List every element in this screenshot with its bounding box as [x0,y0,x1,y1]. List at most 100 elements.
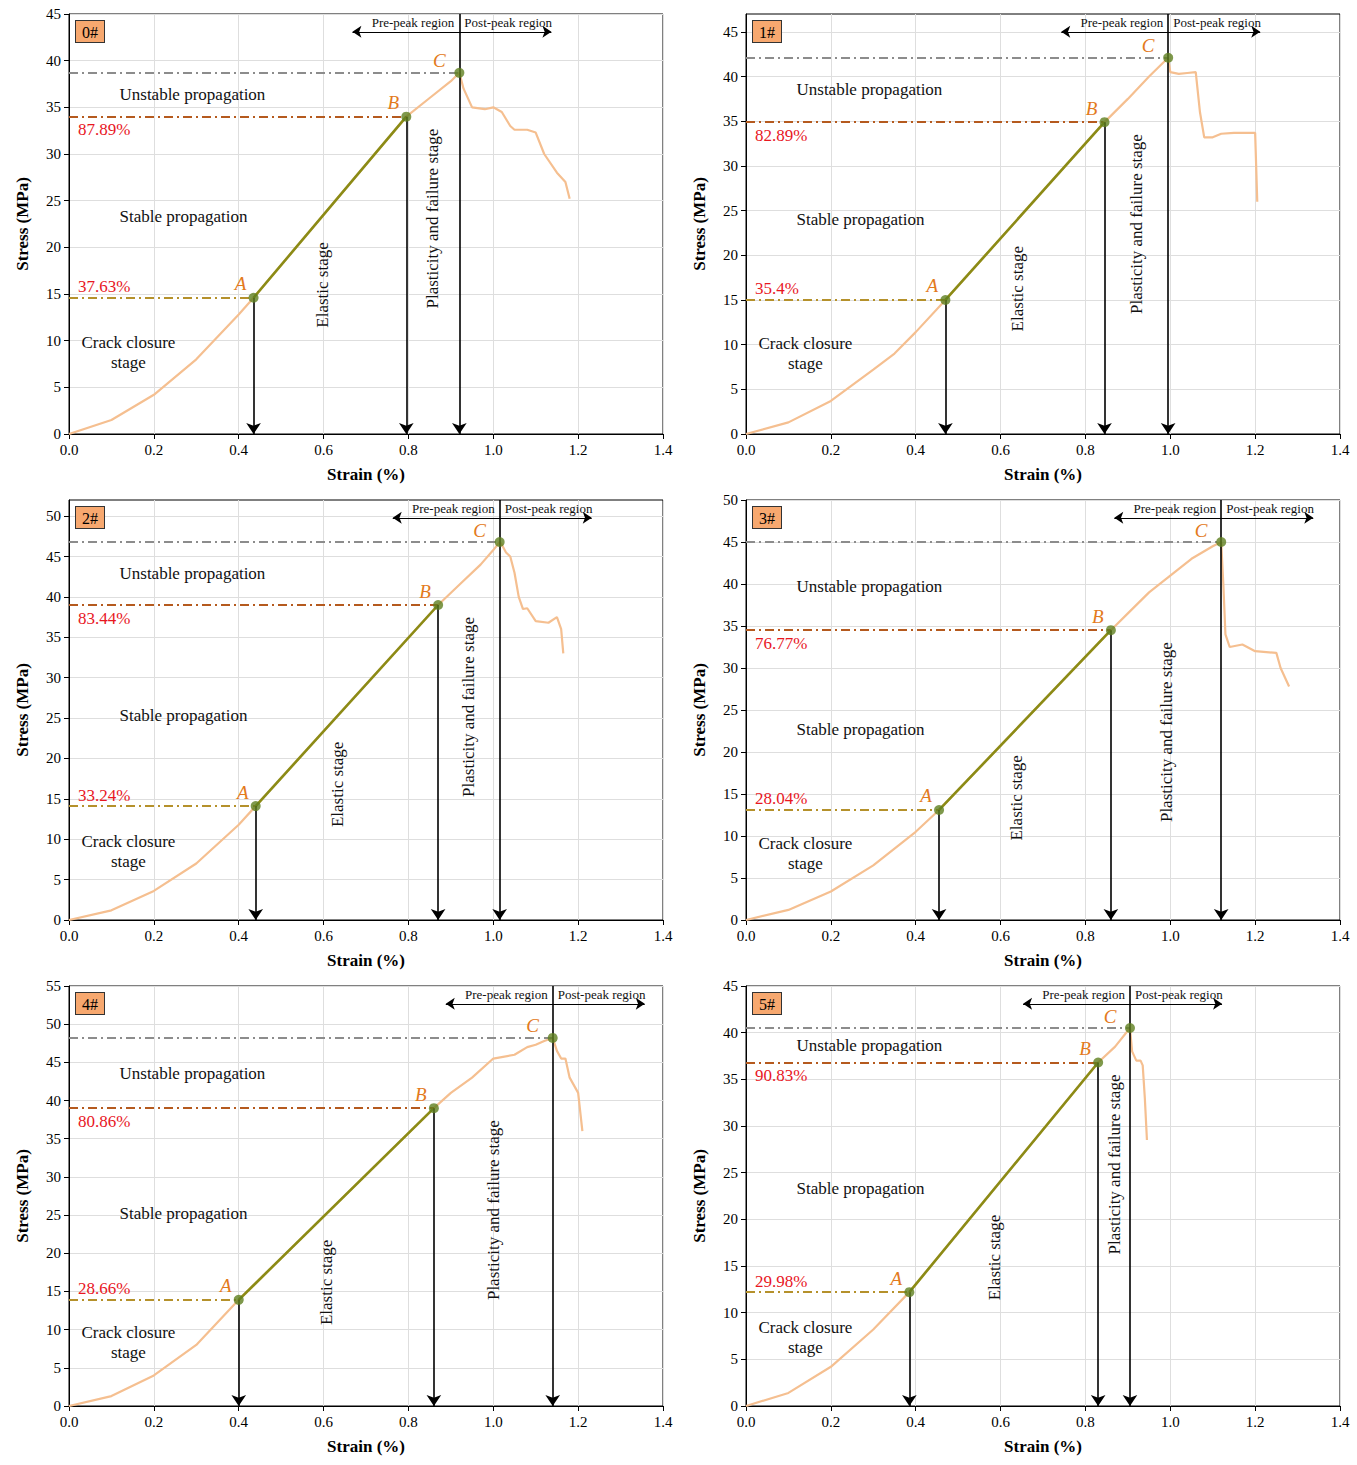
svg-text:Crack closure: Crack closure [758,834,852,853]
svg-text:0.8: 0.8 [399,442,418,458]
svg-text:Elastic stage: Elastic stage [328,742,347,827]
svg-text:1#: 1# [759,24,775,41]
svg-text:1.4: 1.4 [1331,928,1350,944]
svg-text:Crack closure: Crack closure [81,333,175,352]
svg-text:Elastic stage: Elastic stage [313,242,332,327]
svg-text:0.4: 0.4 [229,1414,248,1430]
svg-text:1.4: 1.4 [654,442,673,458]
svg-text:40: 40 [723,576,738,592]
svg-text:Unstable propagation: Unstable propagation [796,80,942,99]
svg-text:5: 5 [731,381,739,397]
svg-text:0.6: 0.6 [314,928,333,944]
svg-text:15: 15 [723,292,738,308]
svg-text:C: C [433,50,446,71]
svg-text:Plasticity and failure stage: Plasticity and failure stage [484,1120,503,1300]
svg-text:Plasticity and failure stage: Plasticity and failure stage [1105,1075,1124,1255]
svg-text:28.04%: 28.04% [755,789,807,808]
svg-text:B: B [415,1084,427,1105]
svg-text:stage: stage [788,1338,823,1357]
svg-text:Elastic stage: Elastic stage [985,1215,1004,1300]
svg-text:Pre-peak region: Pre-peak region [1134,501,1217,516]
svg-text:B: B [1092,606,1104,627]
svg-text:0.4: 0.4 [906,442,925,458]
svg-text:Unstable propagation: Unstable propagation [796,577,942,596]
svg-text:1.0: 1.0 [484,928,503,944]
svg-text:35: 35 [723,113,738,129]
svg-text:20: 20 [46,750,61,766]
svg-text:Stable propagation: Stable propagation [119,706,247,725]
svg-text:25: 25 [46,1207,61,1223]
svg-text:C: C [1142,35,1155,56]
svg-text:0.2: 0.2 [821,928,840,944]
svg-text:Pre-peak region: Pre-peak region [372,15,455,30]
svg-text:Post-peak region: Post-peak region [558,987,646,1002]
svg-text:Strain (%): Strain (%) [327,951,405,970]
svg-text:10: 10 [46,1322,61,1338]
svg-text:29.98%: 29.98% [755,1272,807,1291]
svg-text:Stable propagation: Stable propagation [119,1204,247,1223]
svg-text:Elastic stage: Elastic stage [1008,246,1027,331]
svg-text:35: 35 [46,629,61,645]
svg-text:A: A [233,273,247,294]
svg-text:A: A [925,275,939,296]
svg-text:Elastic stage: Elastic stage [1007,755,1026,840]
svg-text:20: 20 [46,239,61,255]
svg-text:Post-peak region: Post-peak region [1226,501,1314,516]
svg-text:25: 25 [723,702,738,718]
svg-text:Unstable propagation: Unstable propagation [119,1064,265,1083]
svg-text:0.2: 0.2 [821,1414,840,1430]
svg-text:1.2: 1.2 [1246,1414,1265,1430]
svg-text:30: 30 [723,158,738,174]
svg-text:0: 0 [54,912,62,928]
svg-text:Post-peak region: Post-peak region [464,15,552,30]
svg-text:30: 30 [46,670,61,686]
svg-text:28.66%: 28.66% [78,1279,130,1298]
svg-text:3#: 3# [759,510,775,527]
svg-text:1.4: 1.4 [1331,442,1350,458]
svg-text:Stress (MPa): Stress (MPa) [690,1149,709,1243]
svg-text:25: 25 [723,203,738,219]
svg-text:A: A [889,1268,903,1289]
svg-text:0.2: 0.2 [144,442,163,458]
svg-text:0: 0 [54,1398,62,1414]
svg-text:10: 10 [723,1305,738,1321]
svg-text:Pre-peak region: Pre-peak region [1042,987,1125,1002]
svg-text:0.8: 0.8 [1076,442,1095,458]
svg-text:B: B [419,581,431,602]
svg-text:10: 10 [723,828,738,844]
svg-text:0.2: 0.2 [144,1414,163,1430]
svg-text:1.4: 1.4 [654,928,673,944]
svg-text:90.83%: 90.83% [755,1066,807,1085]
svg-text:40: 40 [46,53,61,69]
svg-text:stage: stage [111,353,146,372]
svg-text:Stable propagation: Stable propagation [119,207,247,226]
svg-text:45: 45 [46,1054,61,1070]
svg-text:0: 0 [731,912,739,928]
svg-text:Stable propagation: Stable propagation [796,720,924,739]
svg-text:Strain (%): Strain (%) [1004,951,1082,970]
svg-text:B: B [388,92,400,113]
svg-text:Crack closure: Crack closure [758,334,852,353]
svg-text:45: 45 [46,549,61,565]
svg-text:0.0: 0.0 [60,442,79,458]
svg-text:A: A [218,1275,232,1296]
svg-text:Stress (MPa): Stress (MPa) [13,177,32,271]
svg-text:35: 35 [723,1071,738,1087]
svg-text:0.8: 0.8 [399,1414,418,1430]
svg-text:0.8: 0.8 [1076,1414,1095,1430]
svg-text:0.6: 0.6 [991,928,1010,944]
svg-text:Strain (%): Strain (%) [327,465,405,484]
svg-text:0.6: 0.6 [991,1414,1010,1430]
svg-text:Stress (MPa): Stress (MPa) [690,663,709,757]
svg-text:1.2: 1.2 [569,928,588,944]
svg-text:Plasticity and failure stage: Plasticity and failure stage [1127,134,1146,314]
svg-text:0.0: 0.0 [737,442,756,458]
svg-text:15: 15 [723,786,738,802]
svg-text:40: 40 [723,1025,738,1041]
svg-text:Strain (%): Strain (%) [1004,465,1082,484]
svg-text:15: 15 [46,286,61,302]
svg-text:C: C [526,1015,539,1036]
svg-text:Pre-peak region: Pre-peak region [412,501,495,516]
svg-text:10: 10 [723,337,738,353]
svg-text:25: 25 [723,1165,738,1181]
